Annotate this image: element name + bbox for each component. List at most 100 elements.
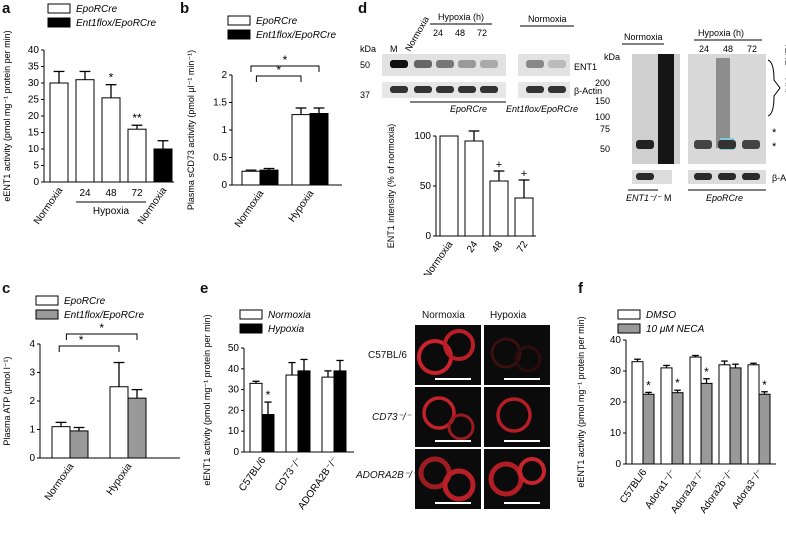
scale-bar [435, 502, 471, 504]
chart-f: DMSO 10 μM NECA 0 10 20 30 40 eENT1 activity (p… [576, 309, 776, 516]
panel-b: b EpoRCre Ent1flox/EpoRCre 0 0.5 1 1.5 2 Plasma… [180, 0, 360, 260]
chart-b: EpoRCre Ent1flox/EpoRCre 0 0.5 1 1.5 2 Plasma s… [186, 15, 342, 230]
y-tick-label: 0 [221, 180, 227, 191]
blot-band [718, 173, 736, 180]
y-axis-label: Plasma ATP (μmol l⁻¹) [2, 356, 12, 445]
y-tick-label: 35 [28, 62, 40, 73]
blot-band [458, 86, 476, 93]
significance-mark: * [276, 63, 281, 77]
bar [642, 393, 655, 465]
bar [49, 82, 69, 183]
x-tick-label: C57BL/6 [618, 467, 650, 506]
kda-mark: 150 [595, 96, 610, 106]
blot-smear [716, 58, 730, 148]
y-tick-label: 10 [28, 144, 40, 155]
significance-bracket [255, 75, 302, 82]
y-tick-label: 5 [33, 161, 39, 172]
chart-e: Normoxia Hypoxia 0 10 20 30 40 50 eENT1 activity… [202, 309, 354, 512]
blot-band [414, 86, 432, 93]
significance-mark: + [521, 168, 527, 180]
blot-band [636, 173, 654, 180]
significance-mark: * [704, 365, 709, 379]
legend-label: Hypoxia [268, 324, 305, 335]
micro-image [415, 449, 481, 509]
y-tick-label: 25 [28, 95, 40, 106]
significance-mark: * [79, 333, 84, 347]
blot-band [526, 60, 544, 68]
significance-mark: * [266, 388, 271, 402]
x-tick-label: 48 [490, 239, 506, 255]
blot-band [436, 60, 454, 68]
blot-band [718, 140, 736, 149]
bar [439, 135, 459, 237]
micro-image [415, 387, 481, 447]
y-tick-label: 0 [233, 447, 239, 458]
legend-label: Ent1flox/EpoRCre [76, 18, 156, 29]
blot-band [480, 86, 498, 93]
bar [689, 356, 702, 465]
scale-bar [504, 378, 540, 380]
lane-label: Normoxia [624, 32, 663, 42]
legend-label: 10 μM NECA [646, 324, 705, 335]
micro-image [484, 449, 550, 509]
marker-lane-label: M [390, 44, 398, 54]
micro-row-label-2: CD73⁻/⁻ [372, 412, 411, 423]
bar [309, 113, 329, 186]
legend-label: EpoRCre [256, 16, 298, 27]
bar [729, 367, 742, 465]
hour-label: 24 [699, 44, 709, 54]
blot-band [526, 86, 544, 93]
y-tick-label: 30 [610, 366, 622, 377]
legend-label: Normoxia [268, 310, 311, 321]
legend-swatch [35, 309, 59, 320]
bar [718, 364, 731, 465]
x-tick-label: 24 [465, 239, 481, 255]
bar [153, 148, 173, 183]
y-tick-label: 20 [28, 111, 40, 122]
y-tick-label: 50 [228, 343, 240, 354]
y-axis-label: ENT1 intensity (% of normoxia) [386, 124, 396, 249]
legend-swatch [239, 309, 263, 320]
micro-col-normoxia: Normoxia [422, 310, 465, 321]
blot-band [742, 173, 760, 180]
blot-band [414, 60, 432, 68]
ub-brace [767, 59, 781, 117]
significance-mark: * [646, 378, 651, 392]
y-tick-label: 20 [228, 405, 240, 416]
micro-image [415, 325, 481, 385]
significance-bracket [250, 65, 320, 72]
bar [285, 374, 299, 453]
x-tick-label: ADORA2B⁻/⁻ [296, 455, 340, 511]
kda-mark: 200 [595, 78, 610, 88]
genotype-label: ENT1⁻/⁻ [626, 193, 662, 203]
y-tick-label: 30 [228, 385, 240, 396]
micro-image [484, 325, 550, 385]
lane-label: Normoxia [403, 15, 431, 53]
significance-mark: * [675, 376, 680, 390]
legend-label: EpoRCre [76, 4, 118, 15]
panel-f: f DMSO 10 μM NECA 0 10 20 30 40 eENT1 activity … [570, 280, 786, 533]
x-tick-label: CD73⁻/⁻ [273, 455, 304, 493]
blot-band [548, 60, 566, 68]
panel-letter-d: d [358, 0, 368, 17]
kda-label: kDa [360, 44, 376, 54]
significance-mark: * [762, 378, 767, 392]
kda-label: kDa [604, 52, 620, 62]
band-label-ent1: ENT1 [574, 62, 597, 72]
bar [464, 140, 484, 237]
x-tick-label: 72 [515, 239, 531, 255]
blot-band [694, 140, 712, 149]
bar [51, 426, 71, 459]
bar [69, 430, 89, 459]
blot-band [436, 86, 454, 93]
y-tick-label: 50 [420, 181, 432, 192]
panel-letter-a: a [2, 0, 11, 17]
bar [631, 361, 644, 465]
scale-bar [435, 440, 471, 442]
legend-label: Ent1flox/EpoRCre [64, 310, 144, 321]
blot-band [390, 60, 408, 68]
bar [249, 382, 263, 453]
bar [75, 79, 95, 183]
x-tick-label: Normoxia [32, 185, 66, 227]
y-tick-label: 1.5 [213, 98, 227, 109]
